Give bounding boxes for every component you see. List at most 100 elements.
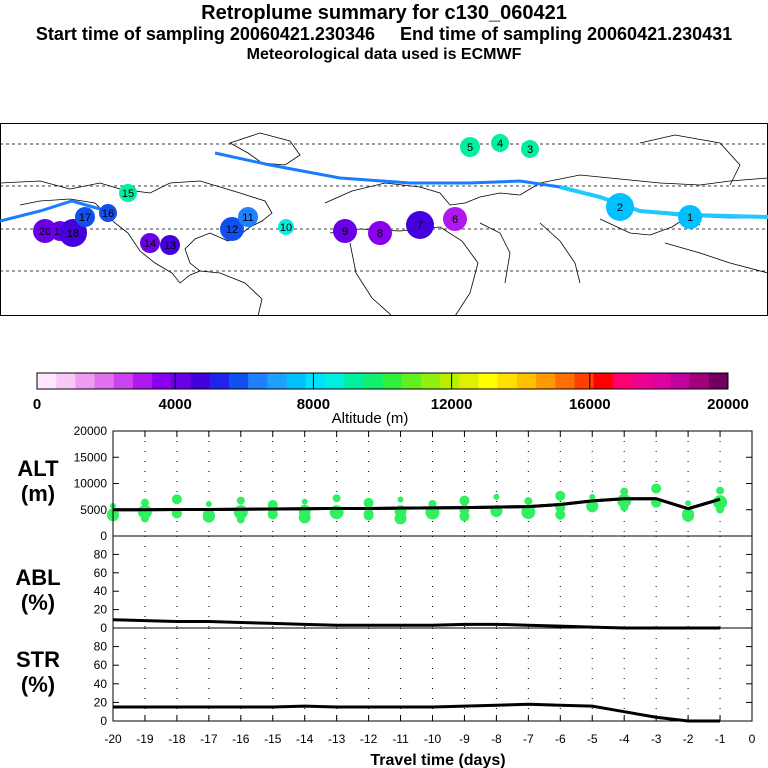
- map-marker-label: 20: [39, 226, 51, 238]
- alt-member-dot: [524, 509, 533, 518]
- alt-member-dot: [332, 494, 341, 503]
- map-frame: [0, 123, 768, 316]
- x-tick-label: -18: [168, 732, 186, 746]
- map-marker: [443, 207, 467, 231]
- y-tick-label: 20: [94, 695, 108, 709]
- x-tick-label: -14: [296, 732, 314, 746]
- alt-member-dot: [394, 512, 407, 525]
- alt-member-dot: [202, 510, 215, 523]
- altitude-colorbar: 0 4000 8000 12000 16000 20000 Altitude (m): [33, 372, 749, 427]
- map-marker-label: 4: [497, 138, 503, 150]
- alt-member-dot: [140, 514, 149, 523]
- map-marker-layer: 2019181716151413121110987654321: [0, 134, 768, 255]
- colorbar-cell: [171, 373, 192, 389]
- y-tick-label: 0: [100, 529, 107, 543]
- x-tick-label: -17: [200, 732, 218, 746]
- x-tick-label: -11: [392, 732, 409, 746]
- colorbar-cell: [478, 373, 499, 389]
- x-tick-label: -10: [424, 732, 442, 746]
- map-marker-label: 7: [417, 220, 423, 232]
- alt-member-dot: [682, 509, 695, 522]
- alt-member-dot: [363, 497, 374, 508]
- colorbar-cell: [152, 373, 172, 389]
- colorbar-cell: [593, 373, 614, 389]
- colorbar-tick-label: 4000: [159, 396, 192, 413]
- alt-member-dot: [589, 493, 596, 500]
- map-marker: [238, 207, 258, 227]
- alt-series-line-top: [113, 497, 721, 512]
- alt-member-dot: [205, 500, 212, 507]
- alt-member-dot: [713, 495, 728, 510]
- y-tick-label: 60: [94, 566, 108, 580]
- colorbar-cell: [344, 373, 364, 389]
- y-tick-label: 15000: [74, 450, 108, 464]
- alt-member-dot: [555, 490, 566, 501]
- colorbar-cell: [612, 373, 633, 389]
- map-marker-label: 8: [377, 228, 383, 240]
- y-tick-label: 20000: [74, 424, 108, 438]
- x-tick-label: -16: [232, 732, 250, 746]
- colorbar-cell: [632, 373, 652, 389]
- alt-member-dot: [620, 503, 629, 512]
- colorbar-cell: [228, 373, 249, 389]
- alt-member-dot: [459, 511, 470, 522]
- colorbar-cell: [363, 373, 383, 389]
- abl-label: ABL: [15, 565, 60, 590]
- x-tick-label: -3: [651, 732, 662, 746]
- map-marker: [160, 235, 180, 255]
- colorbar-cell: [94, 373, 115, 389]
- x-tick-label: -7: [523, 732, 534, 746]
- colorbar-tick-label: 12000: [431, 396, 473, 413]
- map-marker-label: 18: [67, 228, 79, 240]
- x-tick-label: -8: [491, 732, 502, 746]
- sampling-times: Start time of sampling 20060421.230346 E…: [35, 24, 733, 44]
- map-marker: [220, 217, 244, 241]
- colorbar-label: Altitude (m): [332, 410, 409, 427]
- alt-member-dot: [651, 483, 662, 494]
- colorbar-cell: [440, 373, 460, 389]
- alt-member-dot: [524, 497, 533, 506]
- map-marker-label: 1: [687, 212, 693, 224]
- alt-member-dot: [716, 505, 725, 514]
- colorbar-cell: [670, 373, 691, 389]
- map-marker: [406, 211, 434, 239]
- y-tick-label: 10000: [74, 477, 108, 491]
- map-marker: [278, 219, 294, 235]
- map-marker: [606, 193, 634, 221]
- map-marker: [521, 140, 539, 158]
- map-marker-label: 11: [242, 212, 253, 224]
- y-tick-label: 5000: [80, 503, 107, 517]
- alt-member-dot: [236, 496, 245, 505]
- colorbar-cell: [113, 373, 134, 389]
- x-tick-label: -15: [264, 732, 282, 746]
- alt-member-dot: [236, 515, 245, 524]
- alt-member-dot: [428, 509, 437, 518]
- x-tick-label: -12: [360, 732, 378, 746]
- alt-label: ALT: [17, 456, 59, 481]
- map-marker-label: 9: [342, 226, 348, 238]
- x-axis-label: Travel time (days): [370, 752, 505, 768]
- map-marker-label: 12: [226, 224, 238, 236]
- plume-track: [0, 199, 101, 223]
- colorbar-cell: [132, 373, 153, 389]
- x-tick-label: -9: [459, 732, 470, 746]
- x-tick-label: 0: [749, 732, 756, 746]
- alt-member-dot: [555, 509, 566, 520]
- y-tick-label: 0: [100, 714, 107, 728]
- map-marker: [368, 221, 392, 245]
- y-tick-label: 80: [94, 547, 108, 561]
- x-tick-label: -5: [587, 732, 598, 746]
- colorbar-cell: [267, 373, 288, 389]
- coastlines: [0, 132, 768, 316]
- x-tick-label: -1: [715, 732, 726, 746]
- colorbar-cell: [459, 373, 479, 389]
- colorbar-cell: [56, 373, 76, 389]
- colorbar-cell: [689, 373, 710, 389]
- y-tick-label: 60: [94, 658, 108, 672]
- alt-member-dot: [620, 487, 629, 496]
- timeseries-panels: ALT (m) ABL (%) STR (%) 0 5000 10000 15000 2…: [15, 424, 756, 768]
- alt-member-dot: [586, 500, 599, 513]
- x-tick-label: -6: [555, 732, 566, 746]
- alt-member-dot: [332, 508, 341, 517]
- x-tick-label: -13: [328, 732, 346, 746]
